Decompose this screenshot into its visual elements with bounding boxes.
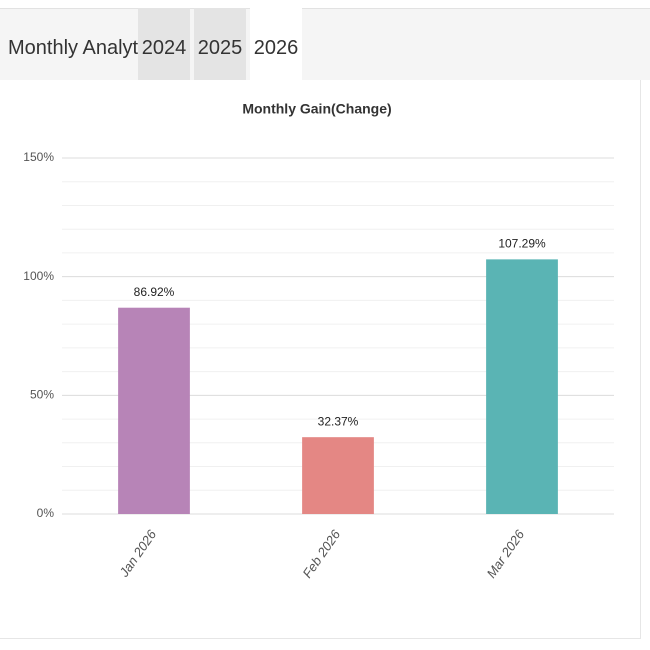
bar: [118, 307, 190, 514]
x-tick-label: Jan 2026: [116, 526, 160, 580]
value-label: 32.37%: [318, 414, 359, 428]
year-tab[interactable]: 2026: [250, 8, 302, 80]
y-tick-label: 100%: [23, 269, 54, 283]
header-bar: Monthly Analytics: [0, 8, 650, 80]
x-tick-label: Feb 2026: [299, 526, 343, 580]
y-tick-label: 150%: [23, 150, 54, 164]
chart-panel: [0, 80, 641, 639]
value-label: 86.92%: [134, 285, 175, 299]
value-label: 107.29%: [498, 237, 546, 251]
chart-title: Monthly Gain(Change): [242, 101, 391, 117]
y-tick-label: 50%: [30, 388, 54, 402]
year-tab[interactable]: 2025: [194, 8, 246, 80]
header-title: Monthly Analytics: [8, 37, 163, 59]
year-tab[interactable]: 2024: [138, 8, 190, 80]
bar: [302, 437, 374, 514]
bar: [486, 259, 558, 514]
y-tick-label: 0%: [37, 506, 55, 520]
x-tick-label: Mar 2026: [483, 526, 527, 580]
